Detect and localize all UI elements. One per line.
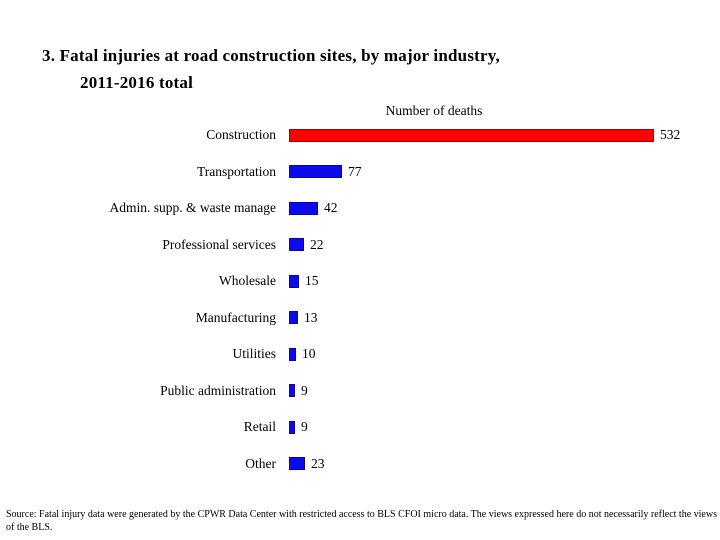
chart-rows: Construction 532 Transportation 77 Admin… [0, 117, 720, 482]
value-label: 15 [305, 273, 319, 289]
chart-row: Wholesale 15 [0, 263, 720, 300]
chart-row: Transportation 77 [0, 154, 720, 191]
bar [289, 457, 305, 471]
chart-row: Utilities 10 [0, 336, 720, 373]
bar-cell: 532 [289, 127, 680, 143]
bar [289, 347, 296, 361]
bar [289, 274, 299, 288]
chart-row: Public administration 9 [0, 373, 720, 410]
value-label: 9 [301, 382, 308, 398]
category-label: Construction [206, 127, 276, 143]
chart-row: Other 23 [0, 446, 720, 483]
chart-row: Construction 532 [0, 117, 720, 154]
category-label: Other [245, 455, 276, 471]
bar [289, 128, 654, 142]
chart-row: Retail 9 [0, 409, 720, 446]
chart-title: 3. Fatal injuries at road construction s… [42, 42, 500, 96]
bar [289, 384, 295, 398]
chart-title-line1: 3. Fatal injuries at road construction s… [42, 46, 500, 65]
bar [289, 165, 342, 179]
bar-cell: 42 [289, 200, 338, 216]
value-label: 23 [311, 455, 325, 471]
bar-cell: 13 [289, 310, 318, 326]
bar [289, 238, 304, 252]
chart-row: Professional services 22 [0, 227, 720, 264]
bar-cell: 77 [289, 164, 362, 180]
category-label: Public administration [160, 382, 276, 398]
category-label: Manufacturing [195, 309, 276, 325]
chart-row: Admin. supp. & waste manage 42 [0, 190, 720, 227]
value-label: 10 [302, 346, 316, 362]
value-axis-label: Number of deaths [385, 103, 483, 118]
category-label: Transportation [196, 163, 276, 179]
category-label: Utilities [232, 346, 277, 362]
bar-cell: 15 [289, 273, 319, 289]
chart-row: Manufacturing 13 [0, 300, 720, 337]
bar [289, 311, 298, 325]
value-label: 13 [304, 309, 318, 325]
source-note: Source: Fatal injury data were generated… [6, 509, 717, 533]
bar-cell: 9 [289, 419, 308, 435]
value-label: 77 [348, 163, 362, 179]
value-label: 42 [324, 200, 338, 216]
value-label: 22 [310, 236, 324, 252]
bar-cell: 9 [289, 383, 308, 399]
value-label: 532 [660, 127, 681, 143]
category-label: Retail [243, 419, 276, 435]
bar [289, 201, 318, 215]
bar-cell: 23 [289, 456, 325, 472]
category-label: Wholesale [219, 273, 276, 289]
bar-cell: 22 [289, 237, 324, 253]
value-label: 9 [301, 419, 308, 435]
bar [289, 420, 295, 434]
chart-title-line2: 2011-2016 total [80, 73, 194, 92]
category-label: Admin. supp. & waste manage [109, 200, 276, 216]
category-label: Professional services [162, 236, 276, 252]
bar-cell: 10 [289, 346, 316, 362]
